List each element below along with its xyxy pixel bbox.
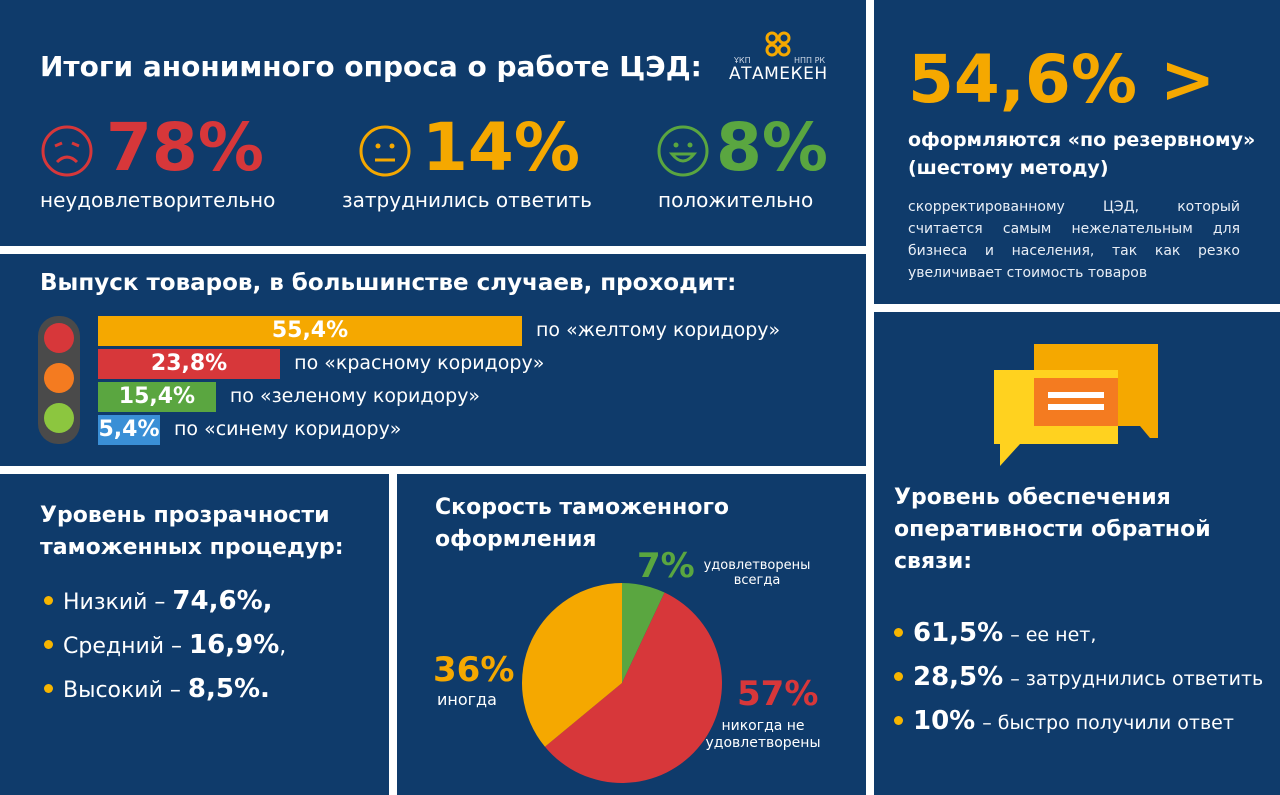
reserve-text: скорректированному ЦЭД, который считаетс… <box>908 199 1240 281</box>
speed-pie-chart <box>522 583 722 783</box>
survey-label-positive: положительно <box>658 188 814 212</box>
transparency-panel: Уровень прозрачности таможенных процедур… <box>0 474 389 795</box>
feedback-label-fast: – быстро получили ответ <box>982 712 1234 734</box>
survey-label-undecided: затруднились ответить <box>342 188 592 212</box>
happy-face-icon <box>657 125 709 177</box>
corridor-bar-label: по «красному коридору» <box>294 352 545 374</box>
transparency-item-mid: Средний – 16,9%, <box>44 630 286 660</box>
bullet-icon <box>894 715 903 725</box>
sad-face-icon <box>41 125 93 177</box>
corridor-bar-value: 23,8% <box>150 351 228 376</box>
atameken-logo: ҰКП НПП РК АТАМЕКЕН <box>726 28 830 84</box>
reserve-subtitle: оформляются «по резервному» (шестому мет… <box>908 129 1256 179</box>
pie-label-always-value: 7% <box>637 546 695 586</box>
feedback-item-fast: 10% – быстро получили ответ <box>894 706 1234 736</box>
traffic-light-icon <box>38 316 80 444</box>
pie-slice <box>544 592 722 783</box>
feedback-panel: Уровень обеспечения оперативности обратн… <box>874 312 1280 795</box>
logo-name: АТАМЕКЕН <box>729 64 828 84</box>
atameken-emblem-icon <box>765 31 791 57</box>
bullet-icon <box>894 627 903 637</box>
corridor-panel: Выпуск товаров, в большинстве случаев, п… <box>0 254 866 466</box>
transparency-item-low: Низкий – 74,6%, <box>44 586 273 616</box>
bullet-icon <box>894 671 903 681</box>
bullet-icon <box>44 683 53 693</box>
survey-value-undecided: 14% <box>422 109 580 186</box>
transparency-label-mid: Средний – <box>63 634 183 659</box>
pie-slice <box>622 583 665 683</box>
feedback-value-none: 61,5% <box>913 618 1004 648</box>
feedback-value-undecided: 28,5% <box>913 662 1004 692</box>
reserve-value: 54,6% > <box>908 41 1216 118</box>
survey-item-positive: 8% положительно <box>656 112 856 222</box>
feedback-item-undecided: 28,5% – затруднились ответить <box>894 662 1263 692</box>
transparency-item-high: Высокий – 8,5%. <box>44 674 270 704</box>
corridor-bar <box>98 349 281 379</box>
corridor-bar <box>98 316 522 346</box>
logo-small-left: ҰКП <box>734 56 751 65</box>
transparency-label-high: Высокий – <box>63 678 181 703</box>
feedback-label-undecided: – затруднились ответить <box>1010 668 1264 690</box>
survey-panel: Итоги анонимного опроса о работе ЦЭД: ҰК… <box>0 0 866 246</box>
pie-label-sometimes-name: иногда <box>437 690 497 709</box>
pie-slice <box>522 583 622 747</box>
logo-small-right: НПП РК <box>794 56 826 65</box>
bullet-icon <box>44 639 53 649</box>
pie-label-never-value: 57% <box>737 674 819 714</box>
transparency-value-mid: 16,9% <box>189 630 280 660</box>
corridor-bar-label: по «зеленому коридору» <box>229 385 481 407</box>
pie-label-never-name: никогда не удовлетворены <box>705 718 821 751</box>
chat-bubbles-icon <box>994 344 1158 466</box>
transparency-suffix-mid: , <box>279 634 287 659</box>
transparency-value-low: 74,6%, <box>172 586 273 616</box>
page-title: Итоги анонимного опроса о работе ЦЭД: <box>40 50 702 83</box>
transparency-label-low: Низкий – <box>63 590 166 615</box>
survey-item-undecided: 14% затруднились ответить <box>342 112 622 222</box>
transparency-value-high: 8,5%. <box>187 674 270 704</box>
feedback-value-fast: 10% <box>913 706 976 736</box>
speed-chart-title: Скорость таможенного оформления <box>435 495 730 552</box>
survey-value-unsatisfied: 78% <box>106 109 264 186</box>
reserve-panel: 54,6% > оформляются «по резервному» (шес… <box>874 0 1280 304</box>
bullet-icon <box>44 595 53 605</box>
corridor-bar-label: по «синему коридору» <box>174 418 402 440</box>
corridor-chart-title: Выпуск товаров, в большинстве случаев, п… <box>40 270 737 296</box>
corridor-bar <box>98 382 216 412</box>
corridor-bar-value: 55,4% <box>271 318 349 343</box>
neutral-face-icon <box>359 125 411 177</box>
feedback-title: Уровень обеспечения оперативности обратн… <box>894 485 1211 574</box>
transparency-title: Уровень прозрачности таможенных процедур… <box>40 503 344 560</box>
corridor-bar-value: 15,4% <box>118 384 196 409</box>
pie-label-always-name: удовлетворены всегда <box>703 558 811 588</box>
feedback-item-none: 61,5% – ее нет, <box>894 618 1096 648</box>
survey-label-unsatisfied: неудовлетворительно <box>40 188 276 212</box>
speed-panel: Скорость таможенного оформления 7% удовл… <box>397 474 866 795</box>
survey-item-unsatisfied: 78% неудовлетворительно <box>40 112 320 222</box>
survey-value-positive: 8% <box>716 109 829 186</box>
pie-label-sometimes-value: 36% <box>433 650 515 690</box>
corridor-bar-value: 5,4% <box>98 417 160 442</box>
feedback-label-none: – ее нет, <box>1010 624 1097 646</box>
corridor-bar <box>98 415 160 445</box>
corridor-bar-label: по «желтому коридору» <box>536 319 781 341</box>
